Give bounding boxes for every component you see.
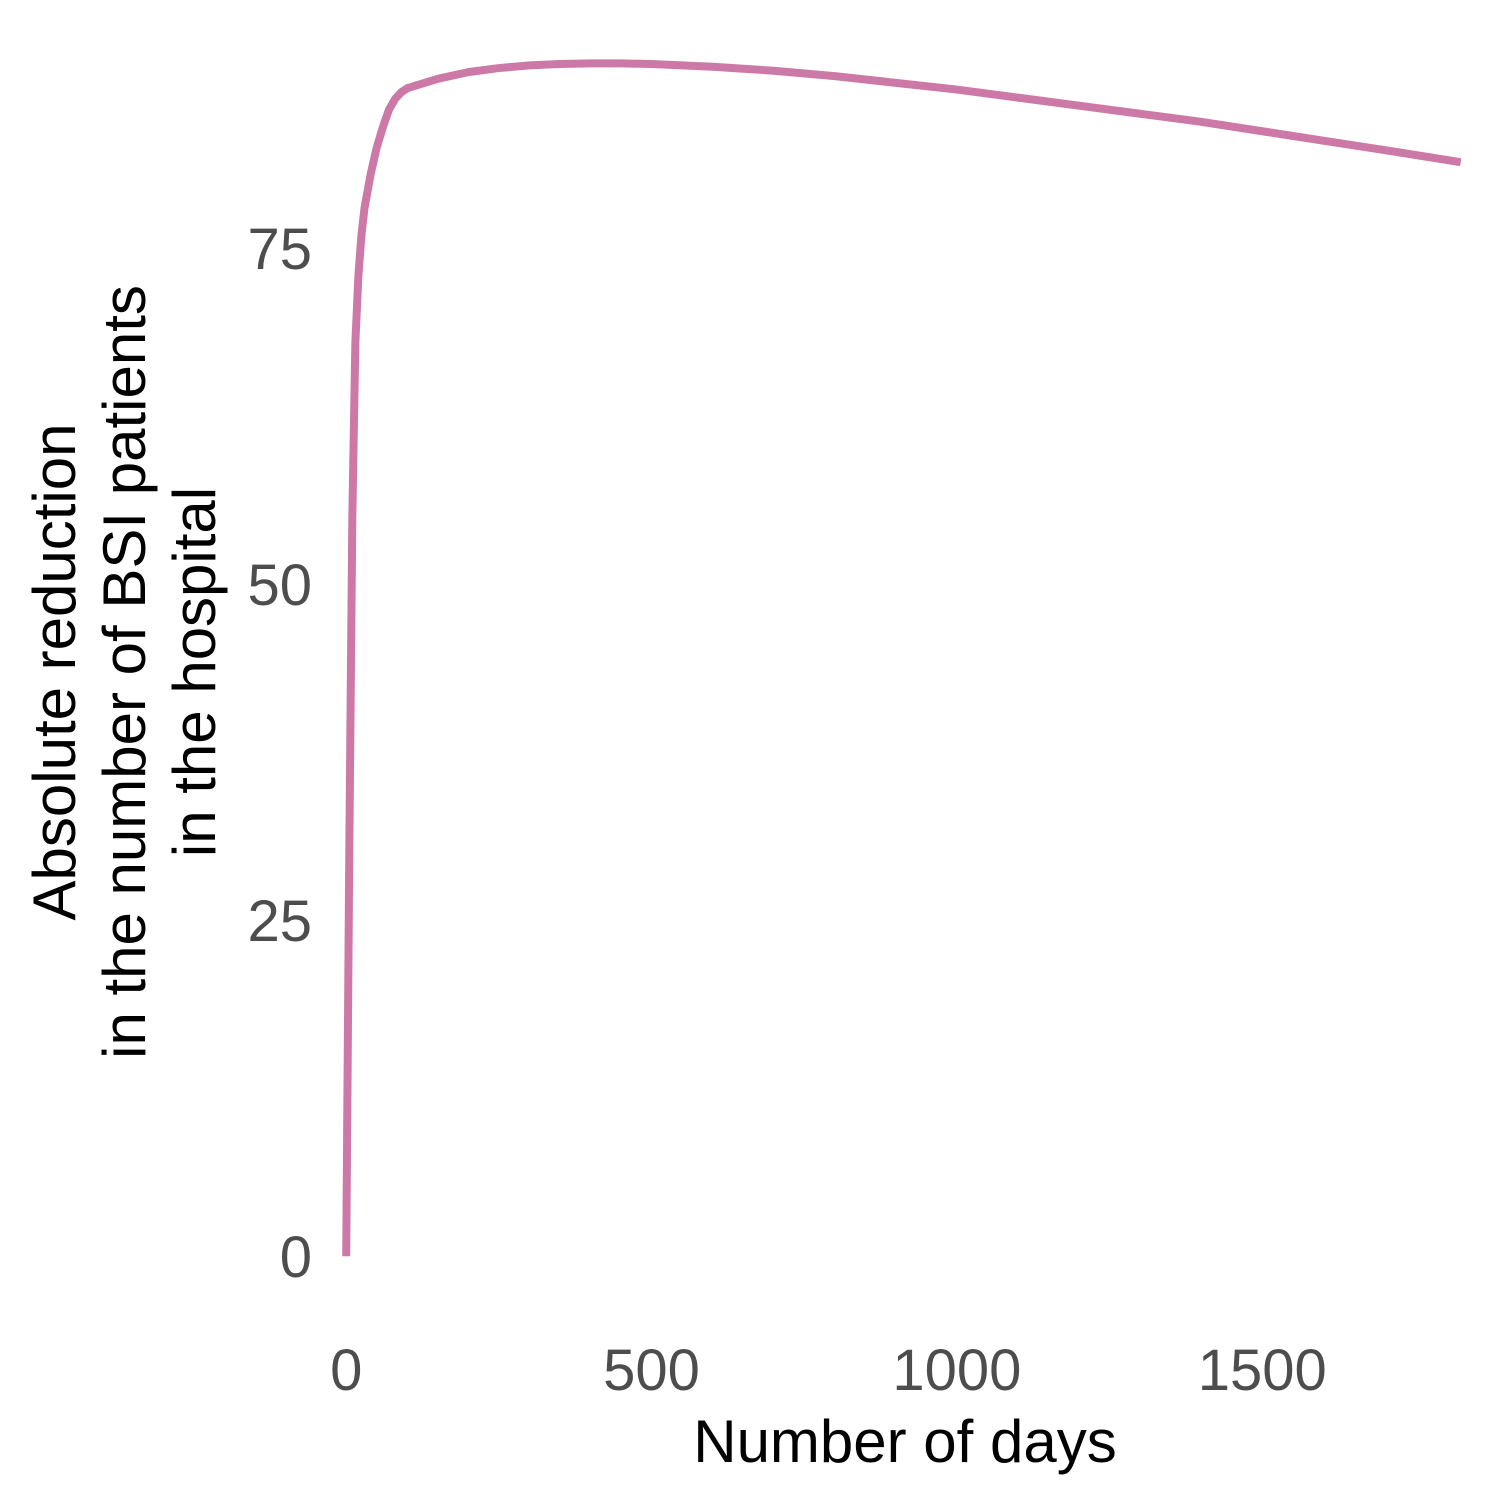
x-axis-ticks: 0 500 1000 1500 [330, 1338, 1327, 1403]
x-tick-label: 1000 [892, 1338, 1021, 1403]
y-tick-label: 0 [280, 1225, 312, 1290]
y-tick-label: 50 [247, 553, 312, 618]
y-axis-title: Absolute reductionin the number of BSI p… [21, 285, 228, 1059]
x-tick-label: 500 [603, 1338, 700, 1403]
plot-area [342, 59, 1462, 1257]
y-axis-title-line: in the hospital [161, 487, 228, 857]
y-axis-title-line: Absolute reduction [21, 424, 88, 921]
x-axis-title: Number of days [693, 1408, 1117, 1475]
series-line-0 [342, 59, 1462, 1257]
x-tick-label: 0 [330, 1338, 362, 1403]
y-axis-title-line: in the number of BSI patients [91, 285, 158, 1059]
x-tick-label: 1500 [1198, 1338, 1327, 1403]
y-tick-label: 25 [247, 889, 312, 954]
y-tick-label: 75 [247, 217, 312, 282]
y-axis-ticks: 0 25 50 75 [247, 217, 312, 1290]
